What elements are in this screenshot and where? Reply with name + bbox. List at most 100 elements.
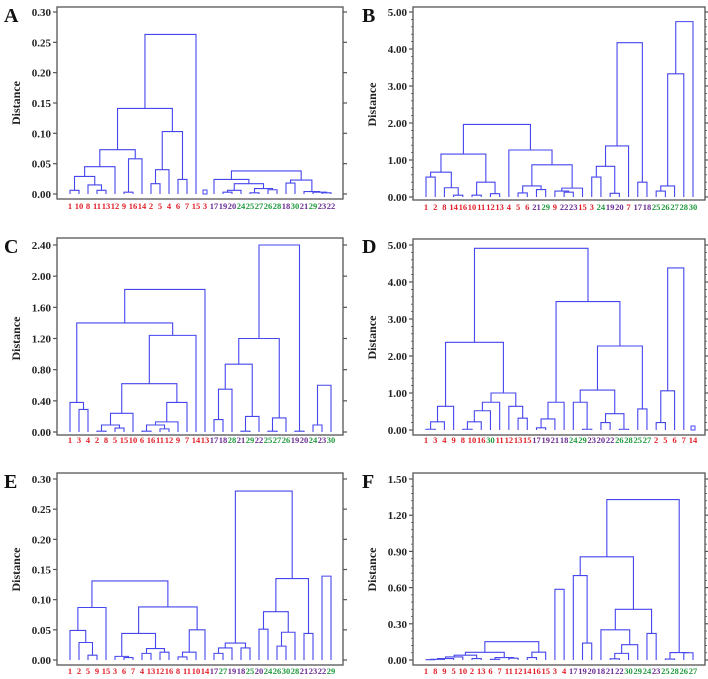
- dendrogram-link: [116, 107, 173, 150]
- dendrogram-link: [462, 428, 473, 430]
- leaf-label: 23: [587, 435, 596, 445]
- dendrogram-link: [91, 580, 169, 608]
- leaf-label: 15: [102, 666, 111, 676]
- leaf-label: 21: [237, 435, 246, 445]
- leaf-label: 21: [532, 202, 541, 212]
- dendrogram-link: [141, 652, 152, 660]
- dendrogram-link: [609, 658, 620, 660]
- dendrogram-link: [425, 428, 436, 430]
- dendrogram-link: [224, 363, 253, 417]
- dendrogram-link: [655, 422, 666, 430]
- dendrogram-link: [531, 164, 573, 189]
- dendrogram-link: [188, 629, 206, 660]
- dendrogram-link: [425, 176, 436, 197]
- dendrogram-link: [508, 657, 519, 660]
- y-tick-label: 0.10: [32, 128, 52, 140]
- dendrogram-link: [161, 130, 184, 180]
- y-tick-label: 5.00: [388, 240, 408, 252]
- leaf-label: 15: [578, 202, 587, 212]
- leaf-label: 20: [597, 435, 606, 445]
- leaf-label: 5: [451, 666, 455, 676]
- leaf-label: 20: [300, 435, 309, 445]
- leaf-label: 18: [282, 201, 291, 211]
- leaf-label: 16: [165, 666, 174, 676]
- dendrogram-link: [621, 644, 639, 660]
- dendrogram-link: [177, 178, 188, 194]
- panel-letter: E: [4, 471, 17, 493]
- y-tick-label: 0.90: [388, 546, 408, 558]
- leaf-label: 1: [68, 666, 72, 676]
- dendrogram-link: [124, 288, 206, 432]
- dendrogram-link: [145, 424, 166, 432]
- leaf-label: 6: [672, 435, 676, 445]
- y-tick-label: 0.30: [32, 7, 52, 19]
- leaf-label: 22: [606, 435, 615, 445]
- dendrogram-link: [234, 490, 293, 644]
- dendrogram-link: [213, 418, 224, 432]
- leaf-label: 27: [689, 666, 698, 676]
- dendrogram-link: [76, 322, 174, 403]
- y-tick-label: 0.00: [32, 189, 52, 201]
- leaf-label: 30: [624, 666, 633, 676]
- leaf-label: 16: [147, 435, 156, 445]
- y-tick-label: 1.60: [32, 302, 52, 314]
- dendrogram-link: [114, 655, 130, 660]
- dendrogram-link: [294, 430, 305, 432]
- leaf-label: 11: [496, 435, 504, 445]
- y-tick-label: 0.30: [32, 474, 52, 486]
- leaf-label: 13: [147, 666, 156, 676]
- dendrogram-link: [69, 189, 80, 194]
- dendrogram-link: [127, 158, 143, 194]
- leaf-label: 12: [156, 666, 165, 676]
- dendrogram-link: [581, 428, 593, 430]
- leaf-label: 25: [634, 435, 643, 445]
- leaf-label: 24: [309, 435, 318, 445]
- dendrogram-link: [618, 428, 630, 430]
- dendrogram-link: [489, 193, 501, 197]
- dendrogram-link: [253, 187, 274, 193]
- y-tick-label: 0.00: [388, 192, 408, 204]
- dendrogram-link: [275, 578, 310, 634]
- leaf-label: 5: [158, 201, 162, 211]
- leaf-label: 17: [210, 201, 219, 211]
- leaf-label: 23: [569, 202, 578, 212]
- plot-frame: [412, 472, 706, 666]
- dendrogram-link: [572, 401, 588, 430]
- leaf-label: 13: [102, 201, 111, 211]
- leaf-label: 22: [255, 435, 264, 445]
- dendrogram-link: [166, 401, 188, 432]
- leaf-label: 5: [516, 202, 520, 212]
- leaf-label: 8: [176, 666, 180, 676]
- dendrogram-link: [637, 408, 648, 430]
- leaf-label: 10: [129, 435, 138, 445]
- leaf-label: 2: [149, 201, 153, 211]
- dendrogram-link: [217, 388, 233, 432]
- leaf-label: 25: [246, 201, 255, 211]
- y-tick-label: 4.00: [388, 277, 408, 289]
- leaf-label: 21: [300, 201, 309, 211]
- leaf-label: 9: [176, 435, 180, 445]
- y-tick-label: 1.20: [388, 510, 408, 522]
- leaf-label: 22: [615, 666, 624, 676]
- leaf-label: 24: [597, 202, 606, 212]
- dendrogram-link: [87, 654, 98, 660]
- leaf-label: 26: [282, 435, 291, 445]
- dendrogram-link: [159, 651, 170, 660]
- dendrogram-link: [159, 428, 170, 432]
- leaf-label: 8: [442, 202, 446, 212]
- leaf-label: 27: [255, 201, 264, 211]
- dendrogram-link: [258, 628, 269, 660]
- dendrogram-link: [563, 191, 574, 197]
- leaf-label: 4: [167, 201, 172, 211]
- singleton-leaf-marker: [690, 425, 696, 431]
- y-tick-label: 1.00: [388, 388, 408, 400]
- leaf-label: 11: [183, 666, 191, 676]
- dendrogram-link: [154, 169, 170, 194]
- leaf-label: 17: [210, 435, 219, 445]
- dendrogram-link: [96, 430, 107, 432]
- leaf-label: 15: [541, 666, 550, 676]
- dendrogram-link: [637, 181, 648, 197]
- leaf-label: 4: [507, 202, 512, 212]
- leaf-label: 29: [246, 435, 255, 445]
